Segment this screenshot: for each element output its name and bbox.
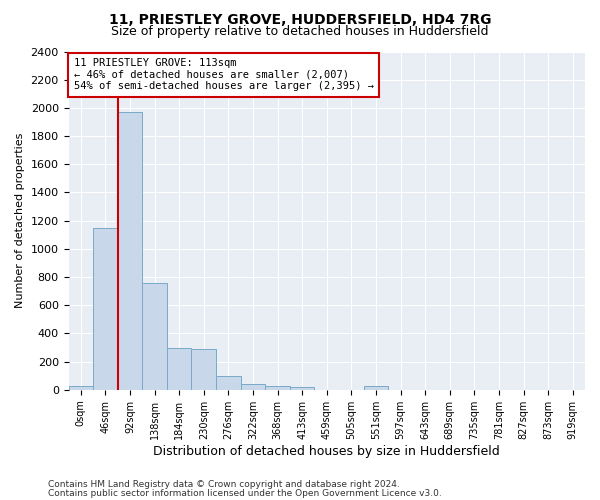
Text: Size of property relative to detached houses in Huddersfield: Size of property relative to detached ho… xyxy=(111,25,489,38)
Text: 11, PRIESTLEY GROVE, HUDDERSFIELD, HD4 7RG: 11, PRIESTLEY GROVE, HUDDERSFIELD, HD4 7… xyxy=(109,12,491,26)
Bar xyxy=(118,112,142,390)
Y-axis label: Number of detached properties: Number of detached properties xyxy=(15,133,25,308)
Bar xyxy=(167,348,191,390)
Bar xyxy=(216,376,241,390)
Bar xyxy=(290,387,314,390)
Bar xyxy=(265,386,290,390)
Bar xyxy=(191,349,216,390)
Bar xyxy=(241,384,265,390)
Bar xyxy=(68,386,93,390)
X-axis label: Distribution of detached houses by size in Huddersfield: Distribution of detached houses by size … xyxy=(154,444,500,458)
Bar xyxy=(364,386,388,390)
Bar xyxy=(93,228,118,390)
Text: 11 PRIESTLEY GROVE: 113sqm
← 46% of detached houses are smaller (2,007)
54% of s: 11 PRIESTLEY GROVE: 113sqm ← 46% of deta… xyxy=(74,58,374,92)
Text: Contains public sector information licensed under the Open Government Licence v3: Contains public sector information licen… xyxy=(48,488,442,498)
Bar xyxy=(142,282,167,390)
Text: Contains HM Land Registry data © Crown copyright and database right 2024.: Contains HM Land Registry data © Crown c… xyxy=(48,480,400,489)
